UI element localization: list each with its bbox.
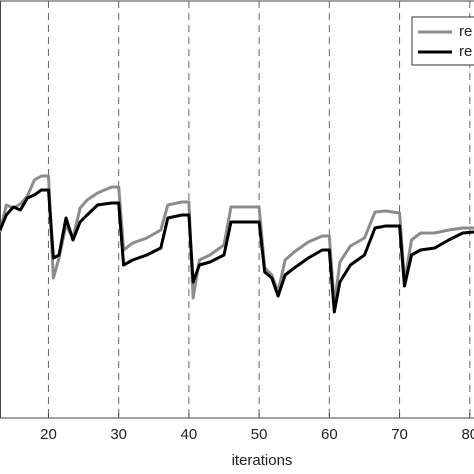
x-tick-label: 70 (391, 426, 408, 443)
x-tick-label: 30 (110, 426, 127, 443)
legend-box (411, 16, 474, 66)
x-tick-label: 80 (461, 426, 474, 443)
x-tick-label: 50 (251, 426, 268, 443)
series-line (0, 174, 474, 307)
x-tick-label: 20 (40, 426, 57, 443)
legend-label: re (459, 43, 472, 60)
x-axis-label: iterations (232, 452, 293, 469)
x-tick-label: 60 (321, 426, 338, 443)
legend-label: re (459, 23, 472, 40)
legend: re re (411, 16, 474, 66)
x-tick-label: 40 (181, 426, 198, 443)
series-line (0, 188, 474, 314)
